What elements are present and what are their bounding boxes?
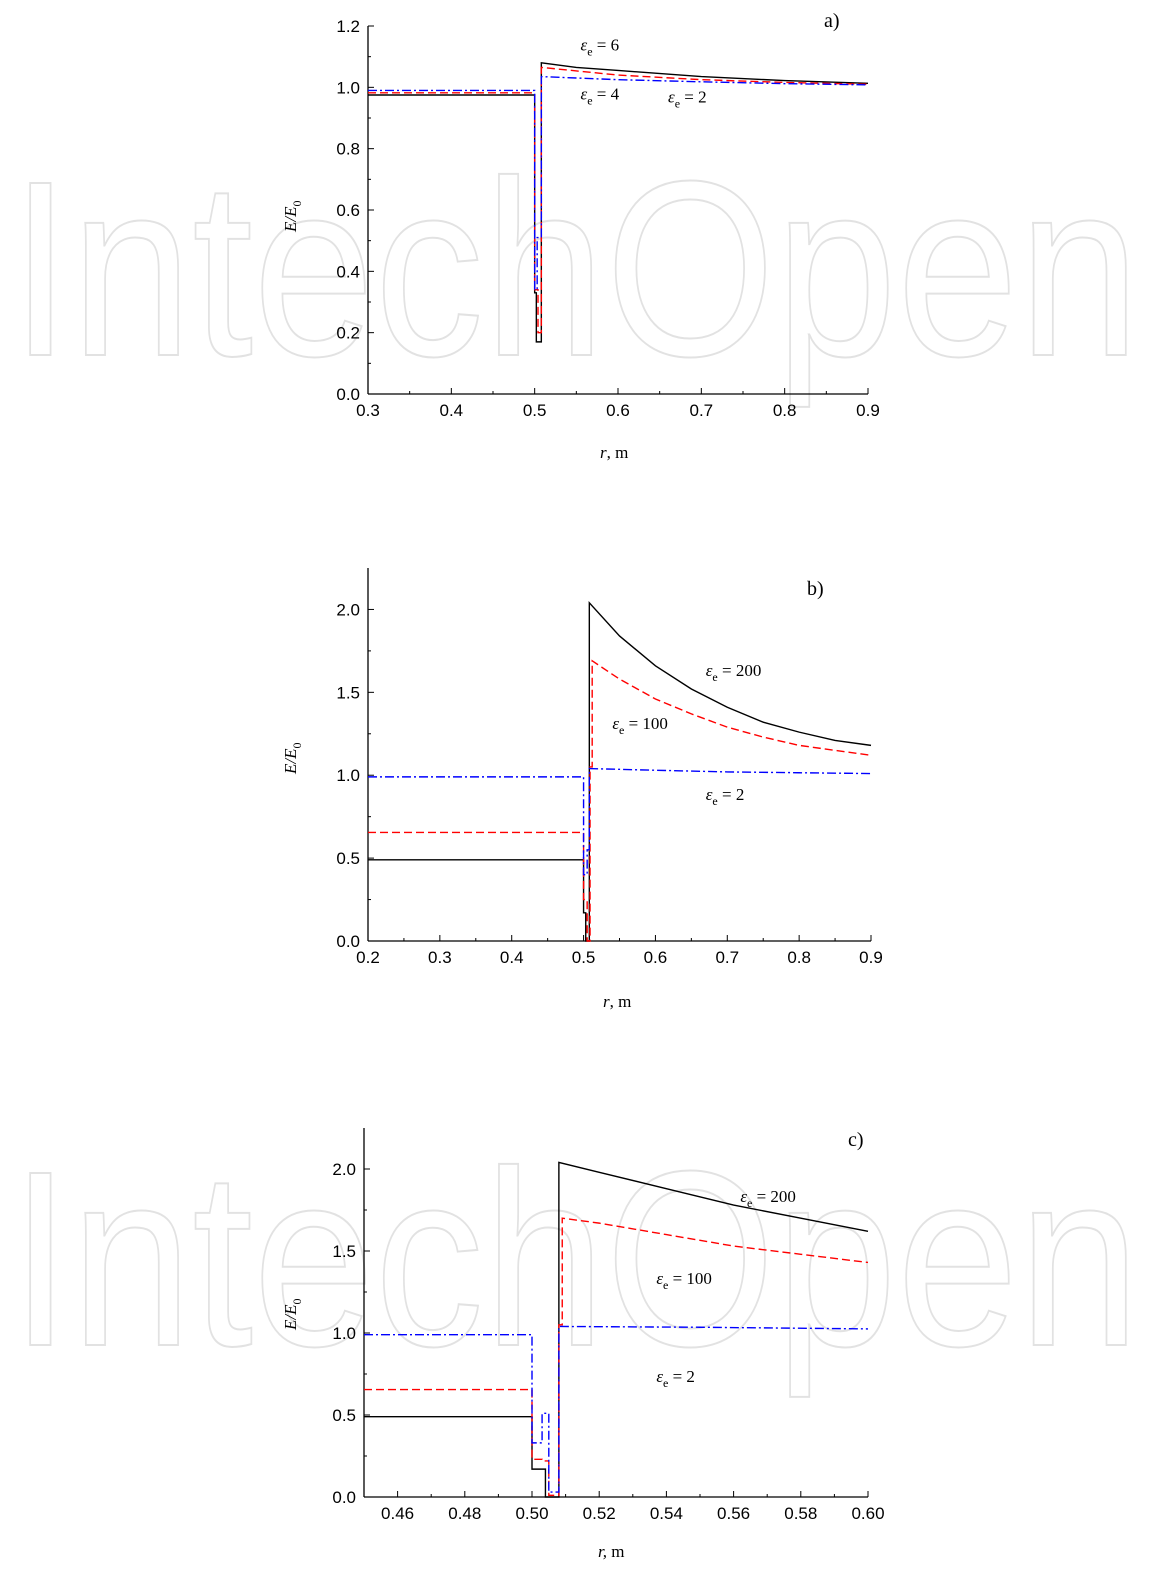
panel-label: b) <box>807 578 824 600</box>
y-tick-label: 0.8 <box>336 140 360 159</box>
y-tick-label: 1.2 <box>336 17 360 36</box>
x-tick-label: 0.8 <box>773 401 797 420</box>
y-tick-label: 0.0 <box>332 1488 356 1507</box>
x-tick-label: 0.4 <box>440 401 464 420</box>
series-line-dashed <box>368 66 869 334</box>
x-tick-label: 0.3 <box>428 948 452 967</box>
x-axis-label-var: r, <box>598 1542 607 1561</box>
y-axis-label-num: E <box>281 221 300 233</box>
y-axis-label-slash: / <box>281 757 300 765</box>
y-tick-label: 0.0 <box>336 385 360 404</box>
y-tick-label: 0.2 <box>336 324 360 343</box>
series-line-dashdot <box>364 1325 869 1493</box>
series-line-solid <box>368 601 872 942</box>
y-tick-label: 2.0 <box>332 1160 356 1179</box>
y-tick-label: 0.5 <box>336 849 360 868</box>
x-tick-label: 0.58 <box>784 1504 817 1523</box>
x-axis-label: r, m <box>603 992 631 1011</box>
x-tick-label: 0.56 <box>717 1504 750 1523</box>
x-tick-label: 0.2 <box>356 948 380 967</box>
y-axis-label: E/E0 <box>281 200 304 233</box>
x-tick-label: 0.7 <box>715 948 739 967</box>
y-tick-label: 0.6 <box>336 201 360 220</box>
x-tick-label: 0.7 <box>690 401 714 420</box>
y-axis-label-sub: 0 <box>290 200 304 206</box>
series-annotation: εe = 4 <box>581 85 620 108</box>
x-tick-label: 0.9 <box>859 948 883 967</box>
y-tick-label: 1.0 <box>336 766 360 785</box>
x-axis-label-var: r <box>600 443 607 462</box>
y-axis-label-num: E <box>281 1319 300 1331</box>
series-line-dashed <box>368 659 872 942</box>
y-axis-label-den: E <box>281 748 300 760</box>
x-tick-label: 0.9 <box>856 401 880 420</box>
x-tick-label: 0.52 <box>583 1504 616 1523</box>
x-tick-label: 0.5 <box>572 948 596 967</box>
y-axis-label-num: E <box>281 763 300 775</box>
x-tick-label: 0.60 <box>851 1504 884 1523</box>
series-line-dashdot <box>368 75 869 291</box>
chart-panel-a: 0.3 0.4 0.5 0.6 0.7 0.8 0.9 0.0 0.2 0.4 0.6 0.8 1.0 1… <box>281 10 880 462</box>
x-tick-label: 0.3 <box>356 401 380 420</box>
series-annotation: εe = 200 <box>740 1187 796 1210</box>
y-axis-label-sub: 0 <box>290 742 304 748</box>
x-tick-label: 0.6 <box>606 401 630 420</box>
y-axis-label-slash: / <box>281 215 300 223</box>
chart-panel-c: 0.46 0.48 0.50 0.52 0.54 0.56 0.58 0.60 0.0 0.5 1.… <box>281 1128 885 1561</box>
watermark-layer: IntechOpen IntechOpen <box>9 128 1141 1399</box>
y-tick-label: 0.5 <box>332 1406 356 1425</box>
y-axis-label-slash: / <box>281 1313 300 1321</box>
watermark-bottom: IntechOpen <box>10 1119 1140 1398</box>
x-tick-label: 0.48 <box>448 1504 481 1523</box>
x-axis-label: r, m <box>598 1542 624 1561</box>
x-axis-label-unit: , m <box>607 443 629 462</box>
series-annotation: εe = 200 <box>706 661 762 684</box>
y-tick-label: 1.5 <box>336 683 360 702</box>
y-tick-label: 1.0 <box>336 78 360 97</box>
x-axis-label-var: r <box>603 992 610 1011</box>
chart-panel-b: 0.2 0.3 0.4 0.5 0.6 0.7 0.8 0.90.00.51.01.52.0 … <box>281 568 883 1011</box>
y-tick-label: 0.4 <box>336 262 360 281</box>
x-tick-label: 0.50 <box>515 1504 548 1523</box>
y-axis-label-den: E <box>281 1304 300 1316</box>
watermark-top: IntechOpen <box>10 129 1140 408</box>
y-axis-label-den: E <box>281 206 300 218</box>
y-axis-label: E/E0 <box>281 1298 304 1331</box>
x-tick-label: 0.4 <box>500 948 524 967</box>
panel-label: a) <box>824 10 840 32</box>
y-tick-label: 0.0 <box>336 932 360 951</box>
x-tick-label: 0.8 <box>787 948 811 967</box>
x-tick-label: 0.54 <box>650 1504 683 1523</box>
series-annotation: εe = 2 <box>668 88 707 111</box>
y-tick-label: 1.5 <box>332 1242 356 1261</box>
series-line-dashdot <box>368 767 872 876</box>
y-tick-label: 2.0 <box>336 600 360 619</box>
y-axis-label: E/E0 <box>281 742 304 775</box>
series-annotation: εe = 2 <box>706 785 745 808</box>
y-axis-label-sub: 0 <box>290 1298 304 1304</box>
x-axis-label: r, m <box>600 443 628 462</box>
panel-label: c) <box>848 1129 864 1151</box>
series-annotation: εe = 100 <box>612 714 668 737</box>
x-tick-label: 0.46 <box>381 1504 414 1523</box>
y-tick-label: 1.0 <box>332 1324 356 1343</box>
x-axis-label-unit: , m <box>610 992 632 1011</box>
series-annotation: εe = 2 <box>656 1367 695 1390</box>
series-annotation: εe = 6 <box>581 36 620 59</box>
x-tick-label: 0.6 <box>644 948 668 967</box>
x-tick-label: 0.5 <box>523 401 547 420</box>
x-axis-label-unit: m <box>607 1542 624 1561</box>
series-annotation: εe = 100 <box>656 1269 712 1292</box>
